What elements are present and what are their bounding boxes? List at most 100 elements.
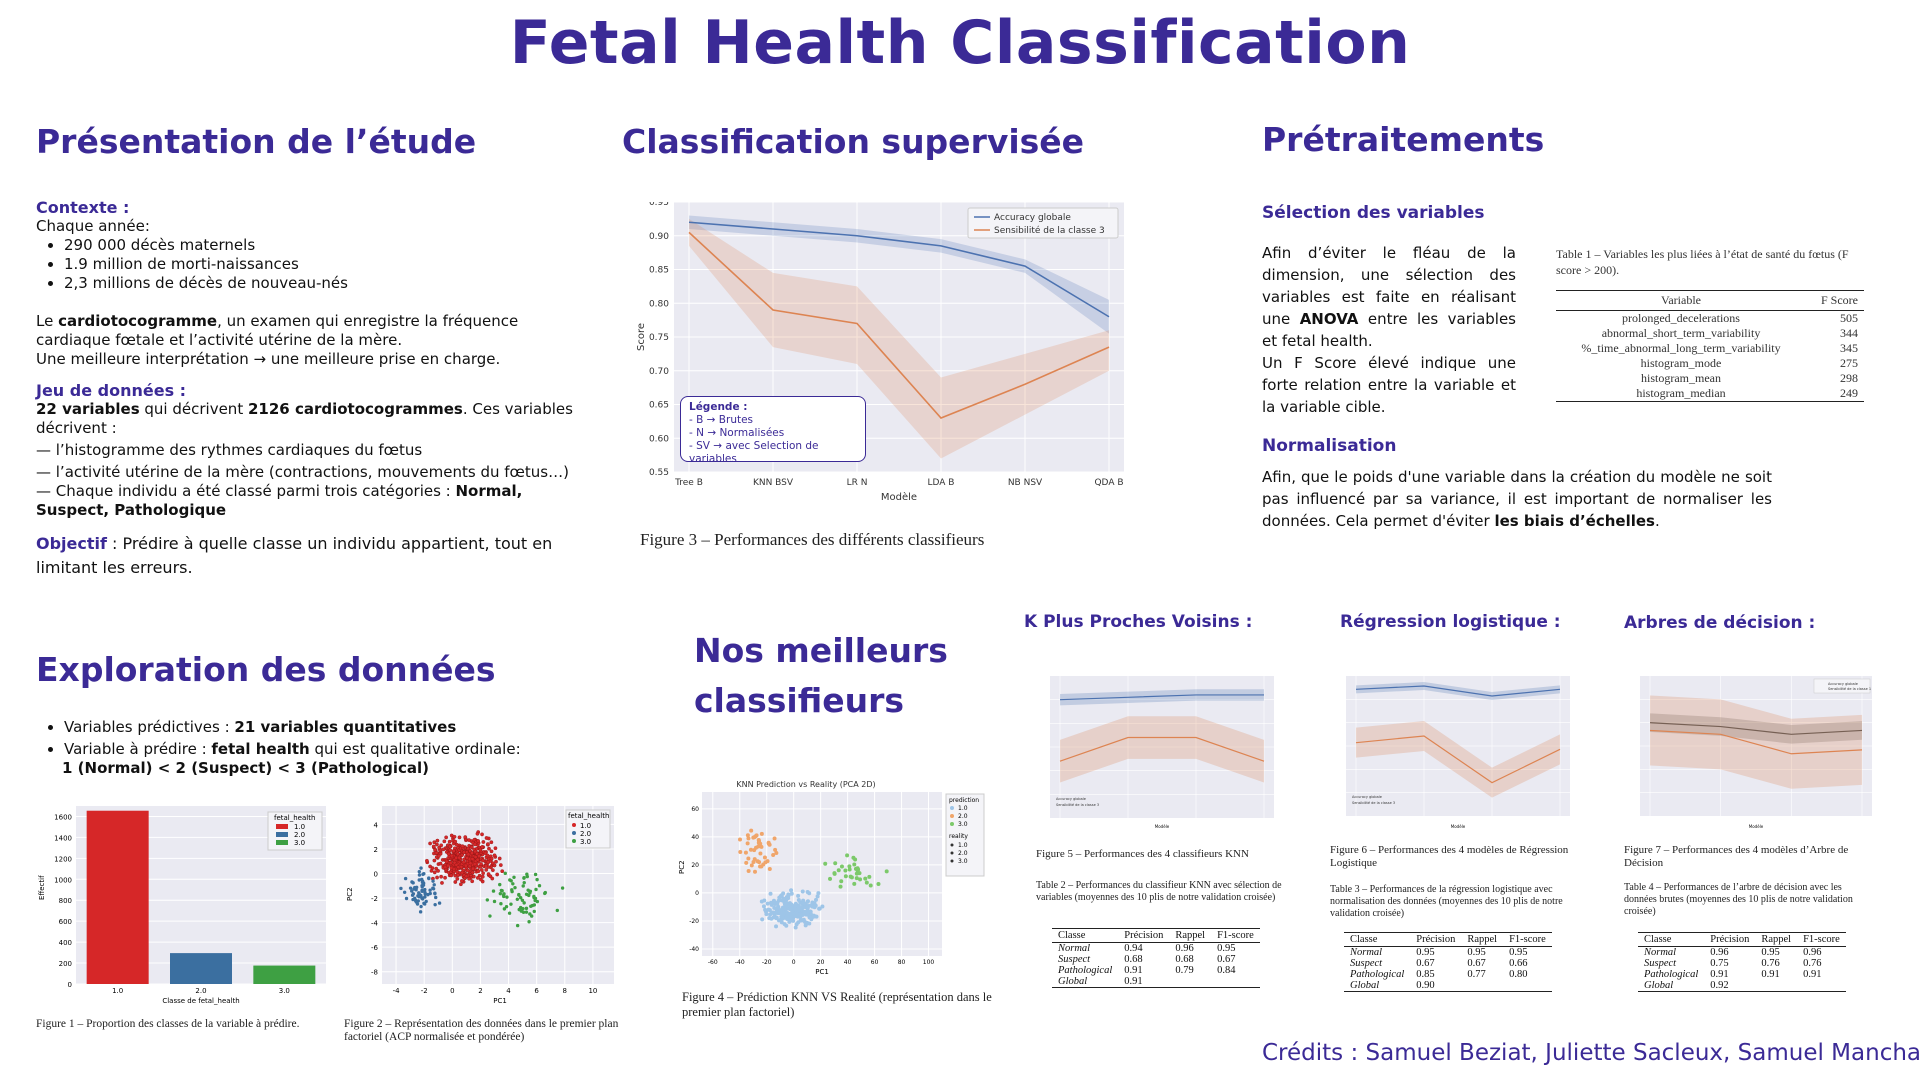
- fig2-legend-title: fetal_health: [568, 812, 609, 820]
- accuracy-line: [1059, 694, 1264, 701]
- point-normal: [442, 839, 447, 844]
- point-suspect: [419, 904, 423, 909]
- point-normal: [489, 856, 494, 861]
- point-suspect: [428, 891, 432, 896]
- fig3-line-chart: 0.55 0.60 0.65 0.70 0.75 0.80 0.85 0.90 0.95 Tre…: [636, 202, 1124, 503]
- fig3-xlabel: Modèle: [881, 491, 917, 503]
- point-pred-normal: [794, 911, 799, 916]
- point-pred-normal: [785, 896, 790, 901]
- point-pathological: [507, 911, 512, 915]
- point-pathological: [529, 904, 533, 908]
- point-normal: [485, 853, 490, 858]
- y-tick-label: 0.95: [649, 202, 669, 208]
- y-tick-label: 1400: [54, 834, 72, 842]
- point-pred-suspect: [752, 835, 757, 840]
- point-suspect: [418, 910, 423, 914]
- point-pred-suspect: [749, 863, 754, 868]
- point-pathological: [499, 888, 504, 893]
- point-pred-normal: [815, 894, 820, 899]
- point-normal: [491, 868, 495, 872]
- fig2-ylabel: PC2: [346, 887, 354, 901]
- point-normal: [435, 842, 439, 847]
- point-pred-normal: [800, 918, 805, 923]
- point-normal: [484, 867, 489, 872]
- point-normal: [443, 875, 447, 880]
- point-pred-normal: [780, 915, 785, 920]
- table-row: Pathological 0.91 0.79 0.84: [1058, 965, 1236, 976]
- x-tick-label: 1.0: [112, 987, 123, 995]
- legend-marker: [572, 831, 576, 835]
- point-pred-suspect: [772, 836, 777, 841]
- exploration-bullet: Variable à prédire : fetal health qui es…: [64, 740, 576, 759]
- fig5-legend-accuracy: Accuracy globale: [1056, 797, 1086, 801]
- point-pathological: [532, 903, 537, 907]
- fig4-legend-prediction: prediction: [949, 797, 979, 804]
- point-pathological: [560, 886, 565, 890]
- point-pred-pathological: [868, 883, 873, 888]
- point-pred-normal: [793, 925, 798, 930]
- point-pred-suspect: [744, 860, 749, 865]
- table1-fscores: Variable F Score prolonged_decelerations…: [1556, 290, 1864, 402]
- point-pathological: [524, 906, 529, 911]
- fig5-knn-chart: Modèle Accuracy globale Sensibilité de l…: [1050, 676, 1274, 829]
- point-normal: [481, 871, 485, 876]
- point-pathological: [533, 872, 538, 877]
- point-normal: [452, 834, 457, 839]
- point-pred-normal: [796, 893, 801, 898]
- fig5-legend-sensitivity: Sensibilité de la classe 3: [1056, 803, 1099, 807]
- jeu-text: 22 variables qui décrivent 2126 cardioto…: [36, 400, 573, 437]
- legend-marker: [950, 843, 954, 847]
- legend-marker: [950, 822, 954, 826]
- point-pathological: [485, 898, 490, 902]
- point-pred-pathological: [849, 875, 854, 880]
- point-normal: [480, 858, 485, 863]
- legend-swatch: [276, 832, 288, 837]
- point-normal: [444, 859, 449, 864]
- y-tick-label: 400: [59, 939, 72, 947]
- point-pathological: [501, 893, 506, 898]
- point-normal: [433, 848, 437, 852]
- point-normal: [487, 846, 491, 851]
- point-normal: [475, 831, 480, 836]
- point-pred-normal: [759, 899, 764, 904]
- point-normal: [477, 854, 481, 858]
- point-suspect: [423, 887, 427, 892]
- point-normal: [493, 846, 498, 851]
- sensitivity-line: [1649, 729, 1863, 755]
- legend-label: 3.0: [294, 839, 305, 847]
- y-tick-label: 1600: [54, 813, 72, 821]
- point-normal: [486, 842, 490, 846]
- confidence-band: [1060, 716, 1264, 783]
- point-pred-pathological: [884, 869, 889, 874]
- point-suspect: [420, 888, 424, 893]
- point-pred-normal: [774, 916, 779, 921]
- point-suspect: [408, 886, 413, 890]
- point-pathological: [513, 885, 517, 890]
- sensitivity-line: [1355, 735, 1561, 784]
- point-pathological: [533, 898, 537, 903]
- point-pred-normal: [772, 905, 777, 910]
- fig4-title: KNN Prediction vs Reality (PCA 2D): [736, 780, 875, 789]
- point-suspect: [402, 890, 407, 894]
- point-normal: [454, 842, 459, 847]
- point-pred-suspect: [746, 836, 751, 841]
- point-pred-normal: [775, 901, 780, 906]
- y-tick-label: 0.55: [649, 468, 669, 478]
- fig1-legend-title: fetal_health: [274, 814, 315, 822]
- point-normal: [479, 868, 484, 872]
- sensitivity-line: [688, 231, 1110, 419]
- point-normal: [466, 852, 471, 857]
- point-normal: [438, 861, 443, 866]
- contexte-label: Contexte :: [36, 198, 130, 217]
- cardio-text: Le cardiotocogramme, un examen qui enreg…: [36, 312, 519, 349]
- x-tick-label: 60: [871, 959, 879, 966]
- x-tick-label: 6: [534, 987, 539, 995]
- point-pred-suspect: [749, 828, 754, 833]
- legend-marker: [950, 859, 954, 863]
- stats-list: 290 000 décès maternels 1.9 million de m…: [36, 236, 576, 293]
- y-tick-label: 40: [691, 834, 699, 841]
- point-pred-suspect: [773, 847, 778, 852]
- table-header: Variable: [1556, 290, 1807, 311]
- point-suspect: [420, 880, 425, 885]
- point-normal: [492, 853, 497, 858]
